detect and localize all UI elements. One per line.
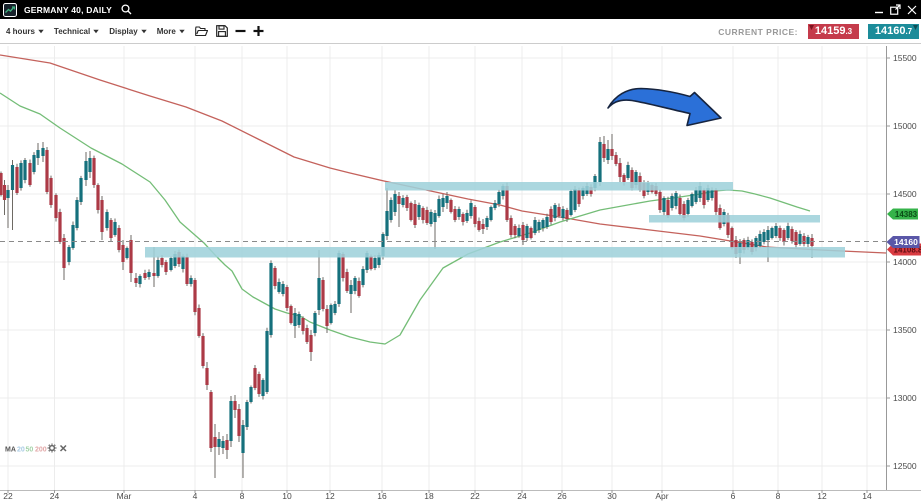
svg-text:12: 12 (817, 491, 827, 501)
svg-text:14500: 14500 (893, 189, 917, 199)
svg-text:8: 8 (776, 491, 781, 501)
svg-text:16: 16 (377, 491, 387, 501)
svg-text:50: 50 (26, 447, 34, 454)
svg-text:24: 24 (517, 491, 527, 501)
svg-text:10: 10 (282, 491, 292, 501)
svg-text:22: 22 (470, 491, 480, 501)
svg-text:14108.8: 14108.8 (894, 246, 921, 255)
svg-text:20: 20 (17, 447, 25, 454)
svg-text:15000: 15000 (893, 121, 917, 131)
svg-text:200: 200 (35, 447, 47, 454)
svg-text:6: 6 (731, 491, 736, 501)
svg-text:14: 14 (862, 491, 872, 501)
svg-text:26: 26 (557, 491, 567, 501)
svg-text:12: 12 (325, 491, 335, 501)
svg-text:Apr: Apr (655, 491, 668, 501)
svg-text:18: 18 (424, 491, 434, 501)
svg-text:15500: 15500 (893, 53, 917, 63)
svg-text:14000: 14000 (893, 257, 917, 267)
svg-text:14383: 14383 (895, 210, 918, 219)
svg-text:30: 30 (607, 491, 617, 501)
svg-text:4: 4 (193, 491, 198, 501)
svg-text:13000: 13000 (893, 393, 917, 403)
svg-text:22: 22 (3, 491, 13, 501)
svg-text:24: 24 (50, 491, 60, 501)
svg-text:Mar: Mar (117, 491, 132, 501)
svg-text:14160: 14160 (894, 237, 918, 247)
svg-text:13500: 13500 (893, 325, 917, 335)
svg-text:12500: 12500 (893, 461, 917, 471)
svg-text:MA: MA (5, 447, 16, 454)
svg-text:8: 8 (240, 491, 245, 501)
